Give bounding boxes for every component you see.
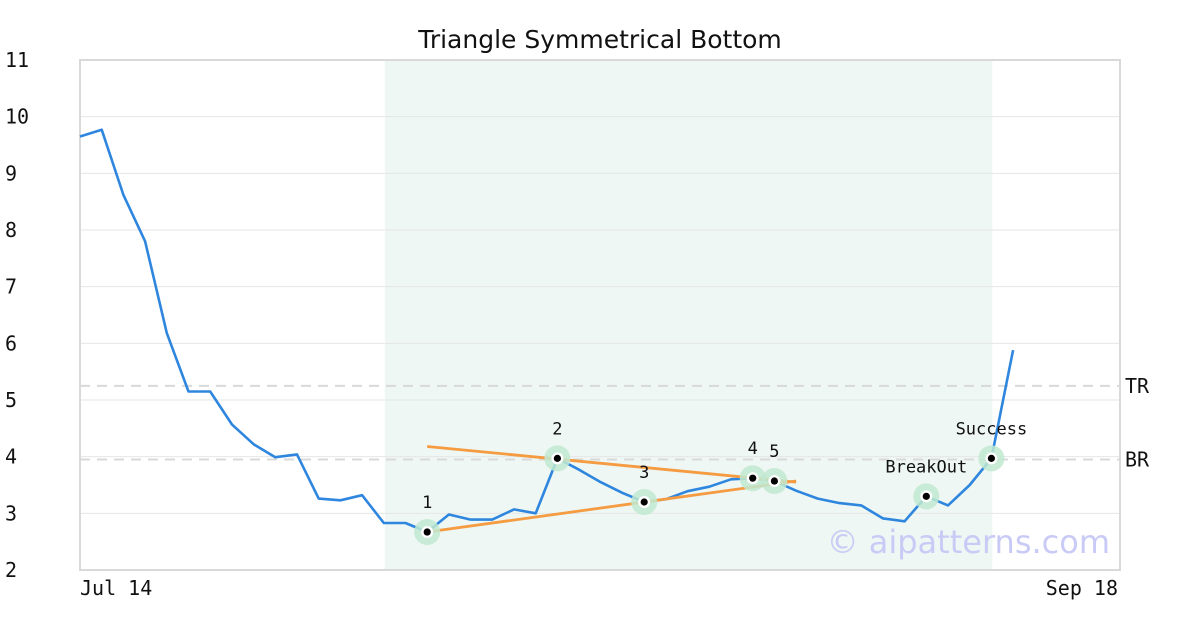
points-layer: 1 2 3 4 5 BreakOut Success: [414, 419, 1028, 546]
pivot-marker: [749, 474, 757, 482]
trendline: [427, 445, 797, 484]
y-tick-label: 2: [5, 558, 17, 582]
pivot-marker: [553, 454, 562, 462]
y-tick-label: 3: [5, 501, 17, 525]
pivot-marker: [922, 492, 930, 500]
y-tick-label: 7: [5, 275, 17, 299]
pivot-marker: [987, 454, 996, 462]
x-axis-ticks: Jul 14 Sep 18: [80, 576, 1118, 600]
highlight-layer: [384, 60, 993, 570]
chart-title: Triangle Symmetrical Bottom: [417, 25, 782, 54]
level-label: BR: [1125, 448, 1150, 472]
x-tick-label: Sep 18: [1046, 576, 1118, 600]
pivot-label: Success: [956, 419, 1028, 439]
pivot-marker: [423, 528, 431, 536]
pivot-marker: [640, 498, 648, 506]
series-layer: [79, 128, 1015, 534]
level-label: TR: [1125, 374, 1150, 398]
y-tick-label: 5: [5, 388, 17, 412]
price-series-line: [79, 128, 1015, 534]
pivot-label: BreakOut: [885, 457, 967, 477]
pivot-label: 3: [639, 463, 649, 483]
highlight-region: [384, 60, 993, 570]
y-tick-label: 11: [5, 48, 29, 72]
trendline: [427, 479, 797, 534]
levels-layer: TR BR: [80, 374, 1150, 472]
y-tick-label: 8: [5, 218, 17, 242]
pivot-marker: [770, 477, 779, 485]
watermark: © aipatterns.com: [827, 523, 1110, 561]
pivot-label: 1: [422, 493, 432, 513]
trendlines-layer: [427, 445, 797, 534]
pivot-label: 5: [769, 442, 779, 462]
x-tick-label: Jul 14: [80, 576, 152, 600]
pivot-label: 2: [552, 419, 562, 439]
y-tick-label: 9: [5, 161, 17, 185]
y-tick-label: 10: [5, 105, 29, 129]
pivot-label: 4: [748, 439, 758, 459]
y-tick-label: 4: [5, 445, 17, 469]
plot-frame: [79, 59, 1121, 571]
y-axis-ticks: 2 3 4 5 6 7 8 9 10 11: [5, 48, 29, 582]
y-tick-label: 6: [5, 331, 17, 355]
grid-layer: [80, 116, 1120, 514]
